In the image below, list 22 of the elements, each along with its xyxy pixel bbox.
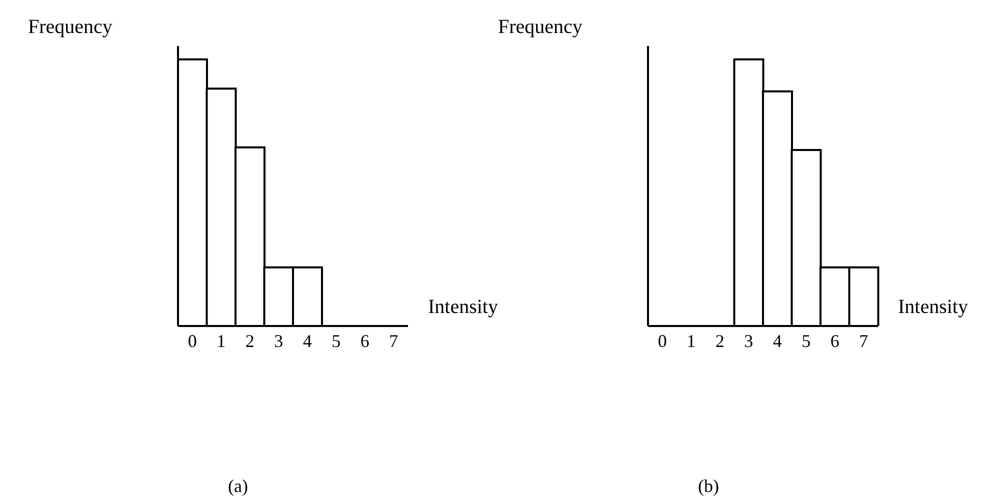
y-axis-title: Frequency	[498, 16, 582, 39]
text: (a)	[228, 476, 248, 497]
x-tick-label: 4	[302, 330, 312, 351]
x-tick-label: 5	[802, 330, 811, 351]
x-tick-label: 0	[658, 330, 667, 351]
x-tick-label: 0	[188, 330, 197, 351]
x-tick-label: 7	[389, 330, 398, 351]
x-tick-label: 1	[686, 330, 696, 351]
x-tick-label: 2	[245, 330, 254, 351]
x-tick-label: 5	[332, 330, 341, 351]
x-tick-label: 6	[830, 330, 840, 351]
x-tick-label: 6	[360, 330, 370, 351]
x-tick-label: 3	[744, 330, 754, 351]
x-tick-label: 4	[772, 330, 782, 351]
y-axis-title: Frequency	[28, 16, 112, 39]
x-axis-title: Intensity	[428, 296, 498, 319]
x-tick-label: 2	[715, 330, 724, 351]
x-axis-title: Intensity	[898, 296, 968, 319]
x-tick-label: 3	[274, 330, 284, 351]
x-tick-label: 7	[859, 330, 868, 351]
x-tick-label: 1	[216, 330, 226, 351]
text: (b)	[698, 476, 719, 497]
